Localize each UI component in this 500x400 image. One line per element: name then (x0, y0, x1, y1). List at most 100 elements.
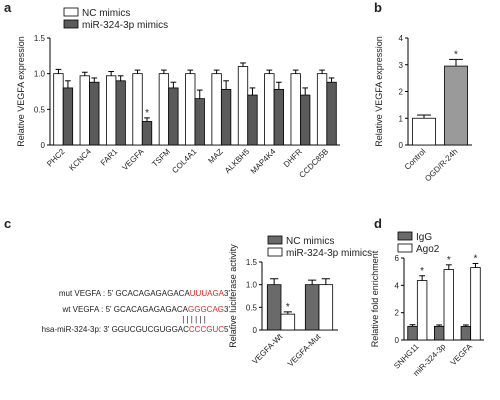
bar (280, 313, 296, 331)
bar (300, 94, 311, 146)
y-tick-label: 6 (395, 254, 400, 263)
bar (115, 80, 126, 146)
x-tick-label: FAR1 (99, 147, 120, 168)
significance: * (447, 255, 451, 266)
bar (237, 66, 249, 146)
significance: * (474, 253, 478, 264)
legend-label: NC mimics (286, 236, 334, 247)
y-tick-label: 0 (399, 141, 404, 150)
bar (247, 94, 258, 146)
x-tick-label: VEGFA (120, 147, 146, 173)
legend-label: Ago2 (416, 244, 440, 255)
x-tick-label: VEGFA-Mut (286, 332, 323, 369)
bar (290, 73, 301, 146)
y-tick-label: 4 (399, 34, 404, 43)
significance: * (420, 266, 424, 277)
bar (79, 75, 90, 146)
x-tick-label: MAP4K4 (249, 147, 278, 176)
y-axis-label: Relative VEGFA expression (16, 36, 26, 147)
x-tick-label: VEGFA-Wt (250, 332, 285, 367)
bar (158, 73, 170, 146)
y-axis-label: Relative luciferase activity (228, 244, 238, 348)
x-tick-label: ALKBH5 (223, 147, 251, 175)
panel-label: c (4, 216, 11, 231)
bar (412, 117, 436, 146)
legend-swatch (267, 235, 283, 245)
x-tick-label: PHC2 (45, 147, 67, 169)
bar (273, 88, 284, 146)
seq-suffix: 3' (224, 305, 230, 314)
bar (316, 73, 328, 146)
x-tick-label: Control (403, 147, 428, 172)
x-tick-label: COL4A1 (170, 147, 198, 175)
legend-swatch (63, 19, 79, 29)
bar (266, 284, 282, 331)
bar (53, 73, 64, 146)
x-tick-label: OGD/R-24h (423, 147, 459, 183)
y-tick-label: 1.5 (246, 258, 258, 267)
y-tick-label: 1.0 (34, 70, 46, 79)
bar (62, 87, 74, 146)
legend-label: miR-324-3p mimics (286, 248, 372, 259)
y-tick-label: 1.5 (34, 34, 46, 43)
legend-swatch (267, 247, 283, 257)
base-pairs: | | | | | | (182, 315, 206, 324)
legend-label: miR-324-3p mimics (82, 20, 168, 31)
seq-site: CCCGUC (189, 325, 224, 334)
seq-suffix: 5' (224, 325, 230, 334)
bar (132, 73, 143, 146)
wt-sequence: wt VEGFA : 5' GCACAGAGAGACAGGGCAG3' (61, 305, 230, 314)
panel-label: b (374, 0, 382, 15)
bar (106, 75, 117, 146)
y-tick-label: 4 (395, 281, 400, 290)
panel-label: a (4, 0, 12, 15)
legend-swatch (397, 243, 413, 253)
y-tick-label: 1 (399, 114, 404, 123)
y-tick-label: 0 (395, 336, 400, 345)
bar (185, 73, 196, 146)
panel-label: d (374, 216, 382, 231)
seq-site: GGGCAG (188, 305, 224, 314)
legend-label: NC mimics (82, 8, 130, 19)
x-tick-label: TSFM (150, 147, 172, 169)
mirna-sequence: hsa-miR-324-3p: 3' GGUCGUCGUGGACCCCGUC5' (42, 325, 231, 334)
x-tick-label: MAZ (206, 147, 224, 165)
y-tick-label: 2 (395, 309, 400, 318)
seq-prefix: hsa-miR-324-3p: 3' GGUCGUCGUGGAC (42, 325, 190, 334)
y-tick-label: 2 (399, 88, 404, 97)
alignment: mut VEGFA : 5' GCACAGAGAGACAUUUAGA3' wt … (42, 289, 231, 334)
bar (168, 87, 179, 146)
x-tick-label: KCNC4 (67, 147, 93, 173)
bar (304, 284, 320, 331)
mut-sequence: mut VEGFA : 5' GCACAGAGAGACAUUUAGA3' (59, 289, 231, 298)
bar (443, 269, 455, 341)
bar (220, 88, 232, 146)
x-tick-label: DHFR (282, 147, 304, 169)
y-tick-label: 0 (41, 141, 46, 150)
seq-suffix: 3' (224, 289, 230, 298)
bar (194, 98, 205, 146)
bar (407, 325, 418, 341)
legend-label: IgG (416, 232, 432, 243)
y-axis-label: Relative VEGFA expression (374, 36, 384, 147)
y-tick-label: 0 (253, 326, 258, 335)
y-tick-label: 3 (399, 61, 404, 70)
bar (89, 81, 100, 146)
bar (141, 121, 153, 146)
bar (211, 73, 222, 146)
bar (416, 280, 428, 341)
seq-prefix: mut VEGFA : 5' GCACAGAGAGACA (59, 289, 191, 298)
significance: * (454, 49, 458, 60)
y-tick-label: 0.5 (34, 105, 46, 114)
bar (264, 73, 275, 146)
bar (470, 267, 481, 341)
bar (433, 325, 445, 341)
y-tick-label: 0.5 (246, 303, 258, 312)
seq-prefix: wt VEGFA : 5' GCACAGAGAGACA (61, 305, 188, 314)
significance: * (286, 302, 290, 313)
bar (460, 325, 472, 341)
x-tick-label: VEGFA (449, 342, 475, 368)
significance: * (145, 108, 149, 119)
